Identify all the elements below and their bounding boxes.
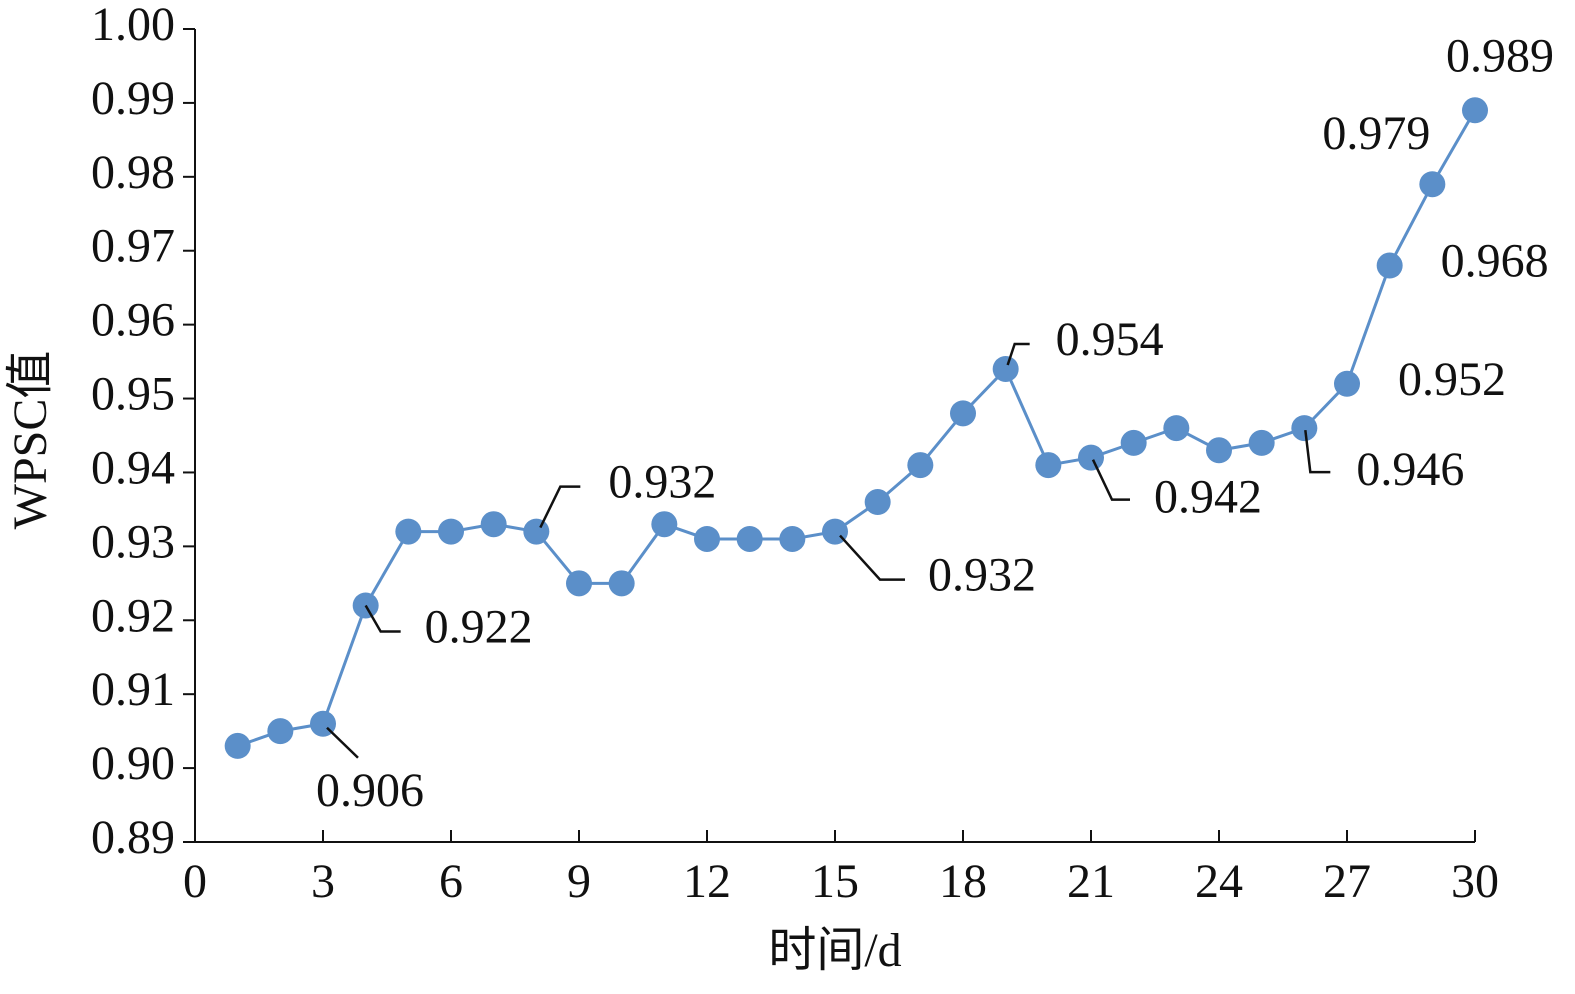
y-tick-label: 1.00	[91, 0, 175, 51]
point	[864, 489, 891, 516]
leader-line	[539, 485, 581, 529]
data-label: 0.968	[1441, 235, 1549, 288]
data-label: 0.954	[1056, 313, 1164, 366]
x-tick-label: 24	[1195, 855, 1243, 908]
x-axis-title: 时间/d	[768, 924, 901, 977]
x-tick-label: 0	[183, 855, 207, 908]
point	[907, 452, 934, 479]
point	[1163, 415, 1190, 442]
y-tick-label: 0.89	[91, 811, 175, 864]
point	[1376, 252, 1403, 279]
point	[1206, 437, 1232, 464]
data-label: 0.906	[316, 764, 424, 817]
point	[395, 518, 422, 545]
leader-line	[326, 726, 359, 759]
point	[950, 400, 976, 427]
point	[523, 518, 550, 545]
data-label: 0.922	[425, 601, 533, 654]
line	[237, 109, 1477, 748]
y-tick-label: 0.91	[91, 663, 175, 716]
point	[1078, 444, 1104, 471]
x-tick-label: 12	[683, 855, 731, 908]
point	[1462, 97, 1488, 124]
point	[651, 511, 678, 538]
y-tick-label: 0.95	[91, 368, 175, 421]
point	[1419, 171, 1446, 198]
data-label: 0.932	[928, 549, 1036, 602]
x-tick-label: 18	[939, 855, 987, 908]
point	[224, 732, 251, 759]
y-tick-label: 0.92	[91, 589, 175, 642]
leader-line	[1304, 429, 1331, 474]
y-tick-label: 0.93	[91, 515, 175, 568]
point	[480, 511, 507, 538]
y-tick-label: 0.99	[91, 72, 175, 125]
y-axis-title: WPSC值	[4, 351, 57, 530]
point	[736, 525, 763, 552]
data-label: 0.989	[1446, 29, 1554, 82]
leader-line	[1091, 459, 1130, 501]
x-tick-label: 27	[1323, 855, 1371, 908]
x-tick-label: 21	[1067, 855, 1115, 908]
y-tick-label: 0.94	[91, 441, 175, 494]
leader-line	[364, 604, 401, 633]
y-tick-label: 0.97	[91, 220, 175, 273]
point	[694, 525, 720, 552]
data-label: 0.942	[1154, 471, 1262, 524]
data-label: 0.952	[1398, 353, 1506, 406]
point	[267, 718, 294, 745]
y-tick-label: 0.90	[91, 737, 175, 790]
x-tick-label: 30	[1451, 855, 1499, 908]
x-tick-label: 9	[567, 855, 591, 908]
x-tick-label: 3	[311, 855, 335, 908]
point	[1334, 370, 1360, 397]
point	[1120, 429, 1147, 456]
y-tick-label: 0.98	[91, 146, 175, 199]
leader-line	[1006, 342, 1030, 366]
point	[992, 355, 1019, 382]
leader-line	[839, 534, 905, 581]
data-label: 0.946	[1356, 443, 1464, 496]
point	[1248, 429, 1275, 456]
x-tick-label: 15	[811, 855, 859, 908]
data-label: 0.979	[1322, 107, 1430, 160]
point	[438, 518, 464, 545]
point	[566, 570, 592, 597]
point	[779, 525, 806, 552]
x-tick-label: 6	[439, 855, 463, 908]
point	[1291, 415, 1318, 442]
point	[1035, 452, 1062, 479]
point	[608, 570, 635, 597]
y-tick-label: 0.96	[91, 294, 175, 347]
data-label: 0.932	[608, 456, 716, 509]
